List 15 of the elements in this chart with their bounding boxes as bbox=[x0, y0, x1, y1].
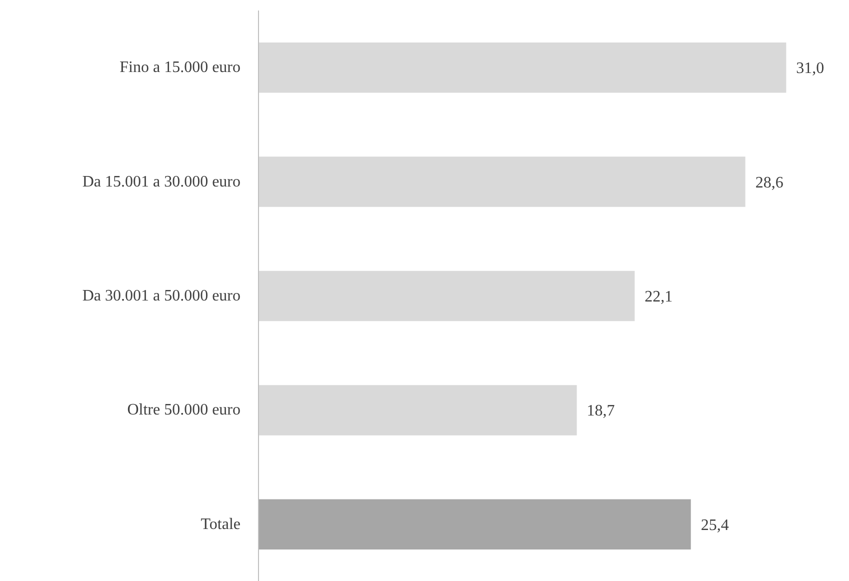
y-tick-label: Fino a 15.000 euro bbox=[120, 59, 240, 76]
data-label: 22,1 bbox=[644, 288, 673, 306]
data-label: 25,4 bbox=[700, 516, 729, 534]
y-tick-label: Totale bbox=[200, 516, 240, 533]
bar bbox=[258, 499, 691, 550]
bar bbox=[258, 385, 577, 436]
data-label: 18,7 bbox=[586, 402, 615, 420]
y-tick-label: Da 30.001 a 50.000 euro bbox=[82, 288, 240, 304]
data-label: 28,6 bbox=[755, 174, 784, 192]
bar bbox=[258, 156, 746, 207]
data-label: 31,0 bbox=[796, 60, 824, 78]
y-tick-label: Oltre 50.000 euro bbox=[127, 402, 241, 419]
bar bbox=[258, 42, 786, 93]
bar bbox=[258, 270, 635, 322]
y-tick-label: Da 15.001 a 30.000 euro bbox=[82, 173, 240, 190]
